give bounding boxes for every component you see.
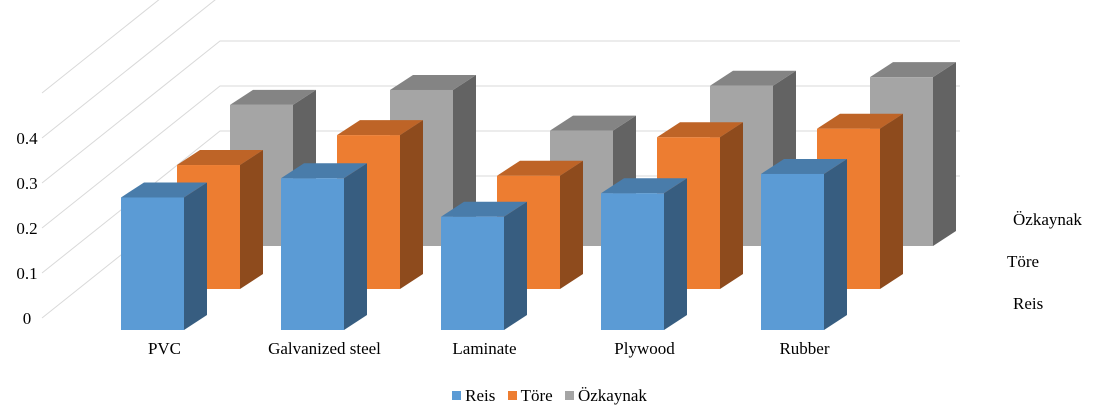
series-depth-labels: Reis Töre Özkaynak — [1007, 210, 1082, 313]
y-tick-label-0: 0 — [23, 309, 32, 328]
gridline-top — [42, 0, 960, 93]
bar-side — [184, 182, 207, 330]
y-tick-label-2: 0.2 — [16, 219, 37, 238]
x-axis-ticks: PVC Galvanized steel Laminate Plywood Rubber — [148, 339, 830, 358]
legend-label-reis: Reis — [465, 386, 495, 406]
depth-label-reis: Reis — [1013, 294, 1043, 313]
bar-side — [933, 62, 956, 246]
bar-front — [601, 193, 664, 330]
y-axis-ticks: 0 0.1 0.2 0.3 0.4 — [16, 129, 38, 328]
x-tick-label-laminate: Laminate — [452, 339, 516, 358]
x-tick-label-rubber: Rubber — [779, 339, 829, 358]
x-tick-label-pvc: PVC — [148, 339, 181, 358]
x-tick-label-galvanized-steel: Galvanized steel — [268, 339, 381, 358]
bar-front — [761, 174, 824, 330]
bar-reis-rubber — [761, 159, 847, 330]
y-tick-label-4: 0.4 — [16, 129, 38, 148]
legend-label-ozkaynak: Özkaynak — [578, 386, 647, 406]
bar-side — [240, 150, 263, 289]
bar-front — [441, 217, 504, 330]
bar-front — [281, 178, 344, 330]
bar-side — [824, 159, 847, 330]
bar-reis-galvanized-steel — [281, 163, 367, 330]
legend: Reis Töre Özkaynak — [0, 385, 1099, 406]
bar-side — [720, 122, 743, 289]
y-tick-label-1: 0.1 — [16, 264, 37, 283]
bar-reis-pvc — [121, 182, 207, 330]
legend-item-ozkaynak: Özkaynak — [565, 386, 647, 406]
bar-side — [664, 178, 687, 330]
bar-reis-plywood — [601, 178, 687, 330]
depth-label-tore: Töre — [1007, 252, 1039, 271]
depth-label-ozkaynak: Özkaynak — [1013, 210, 1082, 229]
bar-front — [121, 197, 184, 330]
legend-swatch-reis — [452, 391, 461, 400]
bar-side — [560, 161, 583, 289]
gridline-4 — [42, 0, 960, 138]
bar-reis-laminate — [441, 202, 527, 330]
legend-swatch-ozkaynak — [565, 391, 574, 400]
bar-side — [504, 202, 527, 330]
y-tick-label-3: 0.3 — [16, 174, 37, 193]
bar-side — [400, 120, 423, 289]
bars — [121, 62, 956, 330]
bar-side — [344, 163, 367, 330]
legend-item-tore: Töre — [508, 386, 553, 406]
x-tick-label-plywood: Plywood — [614, 339, 675, 358]
bar-side — [880, 114, 903, 289]
legend-item-reis: Reis — [452, 386, 495, 406]
legend-swatch-tore — [508, 391, 517, 400]
legend-label-tore: Töre — [521, 386, 553, 406]
